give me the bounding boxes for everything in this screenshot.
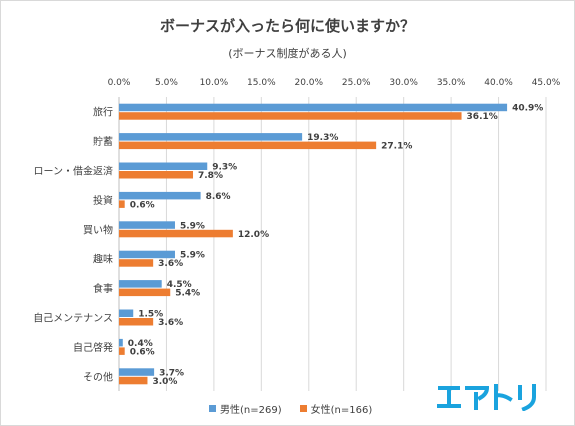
x-tick-label: 20.0% [294,78,323,88]
bar-male [119,368,155,376]
category-label: 買い物 [83,223,113,236]
airtrip-logo [436,383,546,411]
category-label: 食事 [93,282,113,295]
data-label-male: 3.7% [159,368,184,378]
bar-male [119,309,134,317]
bar-female [119,259,154,267]
x-tick-label: 30.0% [389,78,418,88]
bar-female [119,141,377,150]
data-label-female: 3.0% [152,377,177,387]
legend-item-male: 男性(n=269) [209,401,282,416]
bar-female [119,288,171,297]
category-label: 趣味 [93,253,113,266]
data-label-female: 7.8% [198,171,223,181]
legend-swatch-male [209,405,216,412]
data-label-female: 27.1% [381,142,412,152]
data-label-male: 1.5% [138,310,163,320]
data-label-male: 19.3% [307,133,338,143]
x-tick-label: 25.0% [342,78,371,88]
bar-male [119,162,208,170]
bar-female [119,229,233,238]
data-label-male: 9.3% [212,163,237,173]
data-label-male: 4.5% [167,280,192,290]
x-tick-label: 0.0% [108,78,131,88]
x-tick-label: 35.0% [437,78,466,88]
data-label-male: 40.9% [512,104,543,114]
x-tick-label: 40.0% [484,78,513,88]
airtrip-logo-icon [437,384,536,411]
bar-female [119,112,462,120]
data-label-female: 3.6% [158,318,183,328]
category-label: 自己メンテナンス [33,312,113,325]
data-label-female: 12.0% [238,230,269,240]
bar-female [119,318,154,326]
data-label-female: 36.1% [467,112,498,122]
x-tick-label: 15.0% [247,78,276,88]
data-label-female: 5.4% [175,289,200,299]
bar-male [119,133,303,141]
data-label-male: 5.9% [180,251,205,261]
bar-male [119,250,175,259]
data-label-female: 0.6% [130,200,155,210]
data-label-male: 0.4% [128,339,153,349]
category-label: 旅行 [93,106,113,119]
legend-swatch-female [299,405,307,412]
bar-female [119,200,125,208]
bar-male [119,280,162,288]
bar-female [119,376,148,385]
category-label: 投資 [93,194,113,207]
data-label-male: 8.6% [206,192,231,202]
legend-item-female: 女性(n=166) [299,401,373,416]
data-label-female: 3.6% [158,259,183,269]
bar-male [119,221,175,229]
category-label: その他 [83,370,113,383]
data-label-male: 5.9% [180,221,205,231]
category-label: 貯蓄 [93,136,113,148]
bar-male [119,103,508,112]
x-tick-label: 45.0% [532,78,561,88]
x-tick-label: 10.0% [200,78,229,88]
category-label: 自己啓発 [73,341,113,354]
x-tick-label: 5.0% [155,78,178,88]
bar-female [119,347,125,355]
bar-female [119,171,194,179]
bar-male [119,338,123,347]
legend-label-male: 男性(n=269) [220,405,282,416]
bar-male [119,191,201,200]
chart-subtitle: (ボーナス制度がある人) [228,47,347,60]
legend: 男性(n=269) 女性(n=166) [209,401,372,416]
data-label-female: 0.6% [130,347,155,357]
legend-label-female: 女性(n=166) [310,405,373,416]
chart-title: ボーナスが入ったら何に使いますか？ [159,17,415,35]
category-label: ローン・借金返済 [34,165,114,178]
